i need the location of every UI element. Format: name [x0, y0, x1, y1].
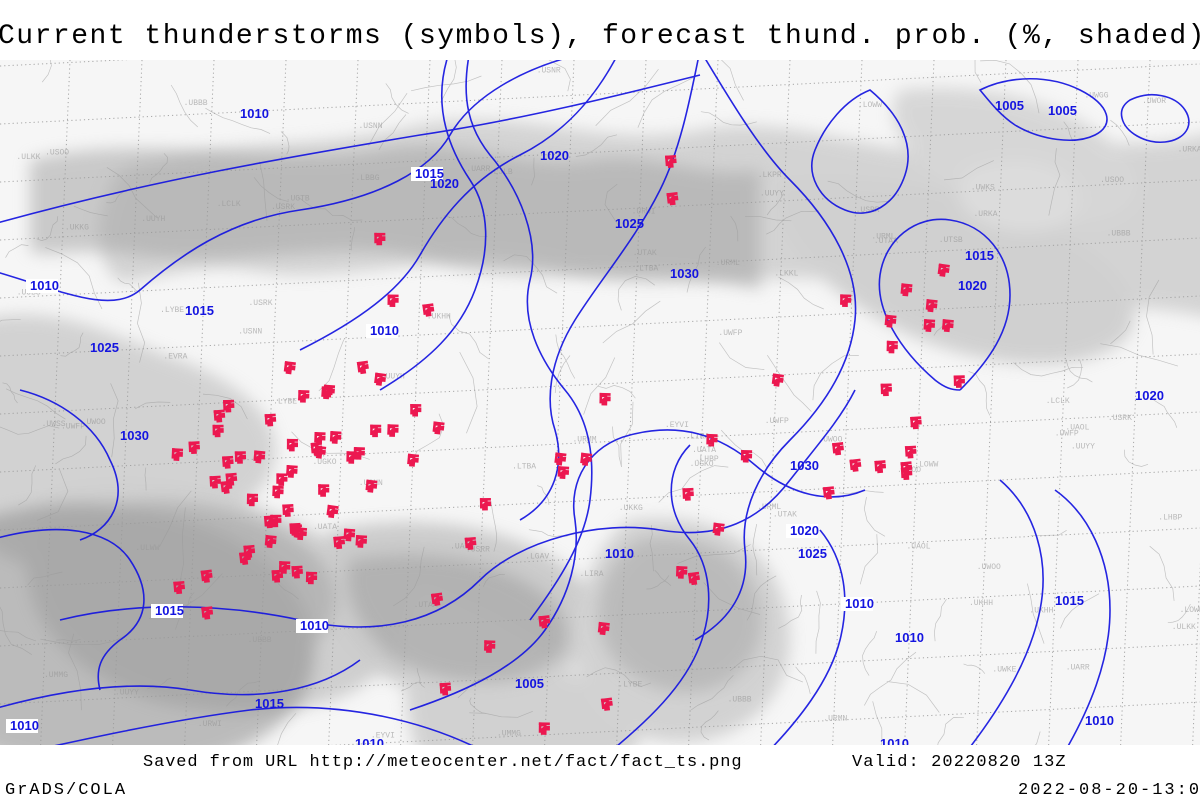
svg-text:1020: 1020	[1135, 388, 1164, 403]
svg-text:.URWI: .URWI	[632, 207, 656, 216]
svg-text:.UAOL: .UAOL	[907, 542, 931, 551]
svg-text:.LYBE: .LYBE	[160, 306, 184, 315]
svg-text:.LOWW: .LOWW	[1180, 606, 1200, 615]
svg-text:1005: 1005	[1048, 103, 1077, 118]
svg-text:.UWGG: .UWGG	[1085, 91, 1109, 100]
svg-text:.LGAV: .LGAV	[525, 552, 549, 561]
svg-text:1010: 1010	[1085, 713, 1114, 728]
svg-text:.LHBP: .LHBP	[1158, 513, 1182, 522]
svg-text:1030: 1030	[790, 458, 819, 473]
svg-text:.UATA: .UATA	[692, 446, 716, 455]
svg-text:.EYVI: .EYVI	[665, 421, 689, 430]
svg-text:.ULKK: .ULKK	[1172, 623, 1196, 632]
svg-text:1010: 1010	[605, 546, 634, 561]
svg-text:.EVRA: .EVRA	[163, 352, 187, 361]
svg-text:1010: 1010	[30, 278, 59, 293]
svg-text:.UMMG: .UMMG	[497, 730, 521, 739]
svg-text:1010: 1010	[240, 106, 269, 121]
svg-text:.UBBB: .UBBB	[1107, 230, 1131, 239]
svg-text:.USRK: .USRK	[249, 299, 273, 308]
svg-text:.USRK: .USRK	[271, 203, 295, 212]
svg-text:.UWOO: .UWOO	[977, 563, 1001, 572]
svg-text:.UARR: .UARR	[466, 165, 490, 174]
svg-text:1020: 1020	[540, 148, 569, 163]
svg-text:1025: 1025	[615, 216, 644, 231]
svg-text:1025: 1025	[798, 546, 827, 561]
svg-text:.UWOR: .UWOR	[1142, 97, 1166, 106]
svg-text:.UWKS: .UWKS	[971, 184, 995, 193]
svg-text:.UUYY: .UUYY	[760, 190, 784, 199]
svg-text:.ULWW: .ULWW	[135, 544, 159, 553]
svg-text:.URMM: .URMM	[573, 436, 597, 445]
svg-text:.LCLK: .LCLK	[1046, 397, 1070, 406]
svg-text:.UAOL: .UAOL	[1065, 424, 1089, 433]
svg-text:1005: 1005	[995, 98, 1024, 113]
svg-text:.LBBG: .LBBG	[356, 174, 380, 183]
svg-text:.UWKE: .UWKE	[992, 665, 1016, 674]
svg-text:1030: 1030	[120, 428, 149, 443]
svg-text:.UBBB: .UBBB	[248, 636, 272, 645]
svg-text:1015: 1015	[1055, 593, 1084, 608]
svg-text:.URWI: .URWI	[198, 720, 222, 729]
svg-text:.UKHH: .UKHH	[969, 599, 993, 608]
svg-text:.UWSS: .UWSS	[42, 420, 66, 429]
svg-text:1010: 1010	[880, 736, 909, 745]
svg-text:.UKKG: .UKKG	[619, 504, 643, 513]
svg-text:.UUYY: .UUYY	[115, 688, 139, 697]
svg-text:.UBBB: .UBBB	[728, 696, 752, 705]
svg-text:.URMN: .URMN	[823, 715, 847, 724]
svg-text:.LKPR: .LKPR	[758, 171, 782, 180]
svg-text:.UTAK: .UTAK	[633, 249, 657, 258]
svg-text:1005: 1005	[515, 676, 544, 691]
svg-text:.UBBB: .UBBB	[184, 99, 208, 108]
svg-text:.LTBA: .LTBA	[512, 463, 536, 472]
svg-text:1010: 1010	[10, 718, 39, 733]
svg-text:.UUYH: .UUYH	[141, 215, 165, 224]
svg-text:1010: 1010	[895, 630, 924, 645]
svg-text:.UATA: .UATA	[313, 523, 337, 532]
svg-text:.USNN: .USNN	[238, 327, 262, 336]
svg-text:.URKA: .URKA	[974, 210, 998, 219]
svg-text:.USNR: .USNR	[537, 67, 561, 76]
svg-text:.LIRA: .LIRA	[580, 570, 604, 579]
svg-text:.UWFP: .UWFP	[765, 417, 789, 426]
svg-text:1025: 1025	[90, 340, 119, 355]
svg-text:1030: 1030	[670, 266, 699, 281]
svg-text:.URKA: .URKA	[1178, 145, 1200, 154]
svg-text:.LKKL: .LKKL	[774, 269, 798, 278]
svg-text:1020: 1020	[790, 523, 819, 538]
svg-text:.LOWW: .LOWW	[858, 101, 882, 110]
svg-text:.UMMG: .UMMG	[44, 671, 68, 680]
svg-text:1010: 1010	[355, 736, 384, 745]
svg-text:1010: 1010	[300, 618, 329, 633]
svg-text:.LHBP: .LHBP	[695, 455, 719, 464]
svg-text:.UGKO: .UGKO	[313, 458, 337, 467]
svg-text:1010: 1010	[845, 596, 874, 611]
svg-text:.ULKK: .ULKK	[16, 153, 40, 162]
svg-text:.UTSB: .UTSB	[939, 236, 963, 245]
svg-text:1015: 1015	[155, 603, 184, 618]
svg-text:.URML: .URML	[716, 259, 740, 268]
svg-text:.UWFP: .UWFP	[718, 329, 742, 338]
svg-text:.UARR: .UARR	[1066, 663, 1090, 672]
svg-text:1015: 1015	[185, 303, 214, 318]
svg-text:.LCLK: .LCLK	[217, 200, 241, 209]
svg-text:1020: 1020	[958, 278, 987, 293]
svg-text:.UKKG: .UKKG	[65, 223, 89, 232]
svg-text:1015: 1015	[255, 696, 284, 711]
svg-text:.UUYY: .UUYY	[1071, 443, 1095, 452]
svg-text:1010: 1010	[370, 323, 399, 338]
svg-text:1015: 1015	[965, 248, 994, 263]
svg-text:1020: 1020	[430, 176, 459, 191]
